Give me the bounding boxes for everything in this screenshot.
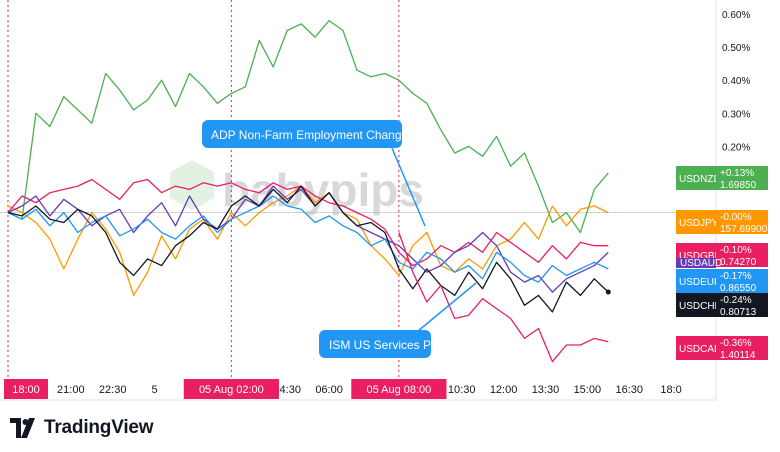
- badge-usdnzd-price: 1.69850: [720, 180, 757, 191]
- time-marker-label: 05 Aug 08:00: [366, 384, 431, 396]
- badge-usdcad-name-box: [676, 336, 716, 360]
- badge-usdcad-price: 1.40114: [720, 350, 756, 361]
- tradingview-logo: TradingView: [10, 414, 154, 442]
- x-tick-label: 16:30: [615, 384, 643, 396]
- badge-usdjpy-price-box: [716, 222, 768, 234]
- watermark-logo-icon: [170, 160, 214, 210]
- x-tick-label: 18:0: [660, 384, 681, 396]
- badge-usdnzd-change: +0.13%: [720, 168, 754, 179]
- y-tick-label: 0.20%: [722, 142, 750, 153]
- adp-callout-box: [202, 120, 402, 148]
- badge-usdgbp-name: USDGBP: [679, 251, 722, 262]
- x-tick-label: 5: [152, 384, 158, 396]
- series-last-point-usdchf: [605, 289, 611, 295]
- adp-callout-text: ADP Non-Farm Employment Change: [211, 128, 409, 142]
- y-tick-label: 0.60%: [722, 10, 750, 21]
- time-marker-label: 05 Aug 02:00: [199, 384, 264, 396]
- tradingview-logo-icon: [10, 418, 35, 438]
- x-tick-label: 04:30: [273, 384, 301, 396]
- time-marker-label-box: [4, 379, 48, 399]
- watermark: babypips: [170, 160, 424, 216]
- series-line-usdcad: [398, 232, 609, 363]
- badge-usdgbp-change-box: [716, 243, 768, 255]
- badge-usdchf-name-box: [676, 293, 716, 317]
- x-tick-label: 21:00: [57, 384, 85, 396]
- badge-usdchf-price-box: [716, 305, 768, 317]
- ism-callout-text: ISM US Services PMI: [329, 338, 444, 352]
- time-marker-label-box: [351, 379, 447, 399]
- x-tick-label: 12:00: [490, 384, 518, 396]
- badge-usdjpy-change: -0.00%: [720, 212, 752, 223]
- badge-usdjpy-change-box: [716, 210, 768, 222]
- time-marker-label: 18:00: [12, 384, 40, 396]
- badge-usdeur-change-box: [716, 269, 768, 281]
- y-tick-label: 0.40%: [722, 76, 750, 87]
- ism-callout: ISM US Services PMI: [319, 282, 477, 358]
- badge-usdchf-change-box: [716, 293, 768, 305]
- series-line-usdaud: [7, 185, 609, 293]
- y-tick-label: 0.30%: [722, 109, 750, 120]
- x-tick-label: 06:00: [315, 384, 343, 396]
- badge-usdeur-name-box: [676, 269, 716, 293]
- badge-usdaud: [676, 258, 716, 268]
- x-tick-label: 22:30: [99, 384, 127, 396]
- time-marker-labels: 18:00 05 Aug 02:00 05 Aug 08:00: [4, 379, 447, 399]
- series-layer: [7, 19, 611, 363]
- event-markers: [7, 0, 400, 400]
- x-tick-label: 10:30: [448, 384, 476, 396]
- badge-usdeur-price: 0.86550: [720, 283, 757, 294]
- badge-usdcad-price-box: [716, 348, 768, 360]
- badge-usdcad-change-box: [716, 336, 768, 348]
- badge-usdjpy-price: 157.69900: [720, 224, 768, 235]
- watermark-text: babypips: [222, 164, 424, 216]
- series-line-usdgbp: [7, 178, 609, 267]
- badge-usdjpy-name: USDJPY: [679, 218, 719, 229]
- badge-usdcad-change: -0.36%: [720, 338, 752, 349]
- badge-usdjpy-name-box: [676, 210, 716, 234]
- series-line-usdeur: [7, 195, 609, 283]
- badge-usdchf-change: -0.24%: [720, 295, 752, 306]
- time-marker-label-box: [183, 379, 279, 399]
- badge-usdeur-name: USDEUR: [679, 277, 721, 288]
- badge-usdgbp-price-box: [716, 255, 768, 267]
- y-tick-label: 0.50%: [722, 43, 750, 54]
- badge-usdchf-price: 0.80713: [720, 307, 757, 318]
- badge-usdnzd-name-box: [676, 166, 716, 190]
- x-tick-label: 15:00: [574, 384, 602, 396]
- badge-usdchf-name: USDCHF: [679, 301, 721, 312]
- price-badges: USDNZD+0.13%1.69850 USDJPY-0.00%157.69900…: [676, 166, 768, 361]
- x-tick-label: 13:30: [532, 384, 560, 396]
- badge-usdgbp-change: -0.10%: [720, 245, 752, 256]
- badge-usdeur-change: -0.17%: [720, 271, 752, 282]
- series-line-usdnzd: [7, 19, 609, 234]
- ism-callout-box: [319, 330, 431, 358]
- series-line-usdchf: [7, 185, 609, 313]
- adp-callout: ADP Non-Farm Employment Change: [202, 120, 426, 227]
- badge-usdnzd-name: USDNZD: [679, 174, 721, 185]
- adp-callout-pointer: [391, 147, 426, 227]
- badge-usdaud-name: USDAUD: [680, 258, 722, 269]
- badge-usdnzd-change-box: [716, 166, 768, 178]
- badge-usdeur-price-box: [716, 281, 768, 293]
- ism-callout-pointer: [411, 282, 477, 337]
- badge-usdgbp-price: 0.74270: [720, 257, 757, 268]
- badge-usdnzd-price-box: [716, 178, 768, 190]
- badge-usdcad-name: USDCAD: [679, 344, 721, 355]
- tradingview-wordmark: TradingView: [44, 417, 154, 438]
